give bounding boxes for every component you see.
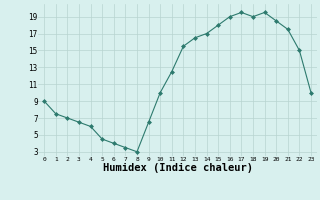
X-axis label: Humidex (Indice chaleur): Humidex (Indice chaleur)	[103, 163, 252, 173]
